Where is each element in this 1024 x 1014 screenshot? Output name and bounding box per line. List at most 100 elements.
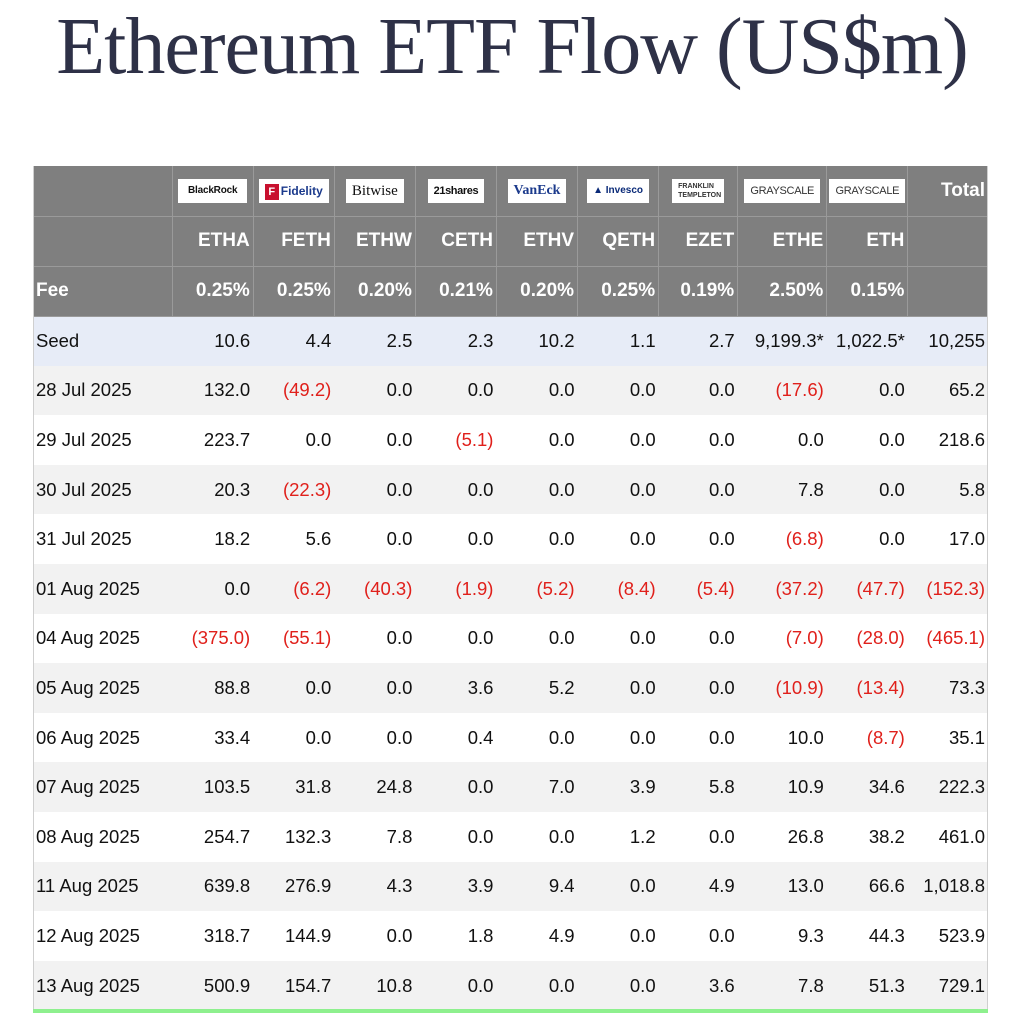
- flow-cell: 3.9: [577, 762, 659, 812]
- flow-cell: 0.0: [415, 960, 497, 1011]
- flow-cell: 1.8: [415, 911, 497, 961]
- flow-cell: 0.0: [658, 911, 738, 961]
- flow-cell: (13.4): [826, 663, 908, 713]
- ticker-cell: FETH: [253, 216, 335, 267]
- flow-cell: 2.5: [334, 316, 416, 366]
- total-cell: (465.1): [907, 613, 988, 664]
- flow-cell: (1.9): [415, 563, 497, 614]
- table-row: 12 Aug 2025 318.7 144.9 0.0 1.8 4.9 0.0 0.0 9.3 4…: [33, 911, 988, 961]
- flow-cell: 0.0: [334, 911, 416, 961]
- total-cell: 35.1: [907, 712, 988, 763]
- corner-cell: [33, 166, 173, 217]
- total-cell: 729.1: [907, 960, 988, 1011]
- total-cell: 523.9: [907, 911, 988, 961]
- flow-cell: 154.7: [253, 960, 335, 1011]
- ticker-cell: ETHV: [496, 216, 579, 267]
- flow-cell: 132.3: [253, 811, 335, 862]
- fidelity-mark-icon: F: [264, 183, 279, 200]
- grayscale-logo: GRAYSCALE: [829, 178, 906, 203]
- fee-cell: 0.21%: [415, 266, 497, 317]
- flow-cell: 3.6: [658, 960, 738, 1011]
- total-cell: 17.0: [907, 514, 988, 564]
- bitwise-logo: Bitwise: [345, 178, 404, 203]
- flow-cell: 103.5: [172, 762, 254, 812]
- row-label: 29 Jul 2025: [33, 415, 173, 465]
- fee-cell: 0.20%: [496, 266, 579, 317]
- flow-cell: (8.7): [826, 712, 908, 763]
- flow-cell: 18.2: [172, 514, 254, 564]
- table-row: 29 Jul 2025 223.7 0.0 0.0 (5.1) 0.0 0.0 0.0 0.0 0…: [33, 415, 988, 465]
- flow-cell: 0.0: [415, 514, 497, 564]
- flow-cell: 4.4: [253, 316, 335, 366]
- table-row: 06 Aug 2025 33.4 0.0 0.0 0.4 0.0 0.0 0.0 10.0 (8.…: [33, 712, 988, 763]
- fee-cell: 0.20%: [334, 266, 416, 317]
- ticker-cell: CETH: [415, 216, 497, 267]
- flow-cell: 144.9: [253, 911, 335, 961]
- flow-cell: 0.0: [577, 712, 659, 763]
- flow-cell: 20.3: [172, 464, 254, 515]
- flow-cell: 7.8: [737, 464, 827, 515]
- row-label: 04 Aug 2025: [33, 613, 173, 664]
- flow-cell: 0.0: [577, 960, 659, 1011]
- flow-cell: 88.8: [172, 663, 254, 713]
- table-body: Seed 10.6 4.4 2.5 2.3 10.2 1.1 2.7 9,199.3* 1,022…: [33, 316, 988, 1011]
- flow-cell: 0.0: [826, 415, 908, 465]
- fee-label: Fee: [33, 266, 173, 317]
- total-cell: (152.3): [907, 563, 988, 614]
- flow-cell: 0.0: [334, 514, 416, 564]
- flow-cell: 26.8: [737, 811, 827, 862]
- page-title: Ethereum ETF Flow (US$m): [56, 3, 968, 91]
- flow-cell: 3.9: [415, 861, 497, 912]
- flow-cell: 33.4: [172, 712, 254, 763]
- table-row: Seed 10.6 4.4 2.5 2.3 10.2 1.1 2.7 9,199.3* 1,022…: [33, 316, 988, 366]
- flow-cell: (17.6): [737, 365, 827, 416]
- flow-cell: 4.9: [496, 911, 578, 961]
- flow-cell: 0.4: [415, 712, 497, 763]
- flow-cell: 0.0: [415, 811, 497, 862]
- flow-cell: 0.0: [334, 415, 416, 465]
- flow-cell: (22.3): [253, 464, 335, 515]
- row-label: 13 Aug 2025: [33, 960, 173, 1011]
- row-label: 31 Jul 2025: [33, 514, 173, 564]
- flow-cell: 3.6: [415, 663, 497, 713]
- flow-cell: 0.0: [334, 613, 416, 664]
- logo-row: BlackRock F Fidelity Bitwise 21shares Van…: [33, 166, 988, 217]
- flow-cell: 38.2: [826, 811, 908, 862]
- flow-cell: 0.0: [253, 415, 335, 465]
- flow-cell: 0.0: [577, 911, 659, 961]
- flow-cell: 0.0: [253, 663, 335, 713]
- total-cell: 10,255: [907, 316, 988, 366]
- etf-flow-table: BlackRock F Fidelity Bitwise 21shares Van…: [33, 166, 988, 1011]
- table-row: 13 Aug 2025 500.9 154.7 10.8 0.0 0.0 0.0 3.6 7.8…: [33, 960, 988, 1011]
- row-label: 06 Aug 2025: [33, 712, 173, 763]
- flow-cell: 0.0: [658, 464, 738, 515]
- flow-cell: (6.8): [737, 514, 827, 564]
- table-row: 04 Aug 2025 (375.0) (55.1) 0.0 0.0 0.0 0.0 0.0(…: [33, 613, 988, 664]
- flow-cell: 318.7: [172, 911, 254, 961]
- ticker-cell: ETHA: [172, 216, 254, 267]
- table-row: 30 Jul 2025 20.3 (22.3) 0.0 0.0 0.0 0.0 0.0 7.8 0…: [33, 464, 988, 515]
- flow-cell: 0.0: [334, 712, 416, 763]
- flow-cell: 0.0: [577, 514, 659, 564]
- flow-cell: 0.0: [415, 762, 497, 812]
- flow-cell: (10.9): [737, 663, 827, 713]
- flow-cell: 276.9: [253, 861, 335, 912]
- flow-cell: (5.2): [496, 563, 578, 614]
- vaneck-logo: VanEck: [507, 178, 567, 203]
- table-row: 07 Aug 2025 103.5 31.8 24.8 0.0 7.0 3.9 5.8 10.9…: [33, 762, 988, 812]
- total-cell: 461.0: [907, 811, 988, 862]
- flow-cell: 5.2: [496, 663, 578, 713]
- fee-cell: 0.25%: [577, 266, 660, 317]
- total-cell: 5.8: [907, 464, 988, 515]
- flow-cell: 0.0: [658, 712, 738, 763]
- flow-cell: 7.8: [334, 811, 416, 862]
- fee-cell: 2.50%: [737, 266, 828, 317]
- flow-cell: (7.0): [737, 613, 827, 664]
- grayscale-logo: GRAYSCALE: [744, 178, 821, 203]
- flow-cell: 639.8: [172, 861, 254, 912]
- flow-cell: 44.3: [826, 911, 908, 961]
- flow-cell: 10.0: [737, 712, 827, 763]
- flow-cell: 4.3: [334, 861, 416, 912]
- flow-cell: 2.3: [415, 316, 497, 366]
- flow-cell: 10.2: [496, 316, 578, 366]
